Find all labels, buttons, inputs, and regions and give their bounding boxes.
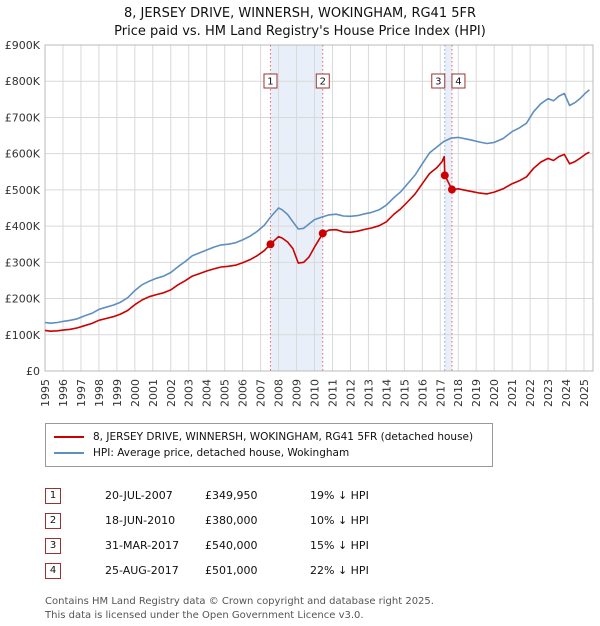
svg-text:2013: 2013 xyxy=(362,379,375,407)
svg-text:3: 3 xyxy=(435,77,441,88)
svg-text:£200K: £200K xyxy=(5,293,41,306)
table-row: 3 31-MAR-2017 £540,000 15% ↓ HPI xyxy=(45,533,600,558)
sale-hpi-delta: 10% ↓ HPI xyxy=(310,514,369,527)
svg-text:£400K: £400K xyxy=(5,220,41,233)
svg-text:£700K: £700K xyxy=(5,111,41,124)
svg-text:2016: 2016 xyxy=(416,379,429,407)
legend-label-hpi: HPI: Average price, detached house, Woki… xyxy=(93,447,350,459)
svg-text:2003: 2003 xyxy=(183,379,196,407)
sale-date: 20-JUL-2007 xyxy=(105,489,173,502)
svg-text:2009: 2009 xyxy=(291,379,304,407)
house-price-chart-page: 8, JERSEY DRIVE, WINNERSH, WOKINGHAM, RG… xyxy=(0,6,600,622)
svg-text:2012: 2012 xyxy=(344,379,357,407)
svg-text:1998: 1998 xyxy=(93,379,106,407)
svg-text:£600K: £600K xyxy=(5,148,41,161)
table-row: 2 18-JUN-2010 £380,000 10% ↓ HPI xyxy=(45,508,600,533)
licence-line: This data is licensed under the Open Gov… xyxy=(45,609,364,621)
property-line-swatch xyxy=(54,436,84,438)
svg-text:2002: 2002 xyxy=(165,379,178,407)
sale-date: 31-MAR-2017 xyxy=(105,539,180,552)
legend-label-property: 8, JERSEY DRIVE, WINNERSH, WOKINGHAM, RG… xyxy=(93,431,474,443)
table-row: 4 25-AUG-2017 £501,000 22% ↓ HPI xyxy=(45,558,600,583)
svg-text:£300K: £300K xyxy=(5,256,41,269)
price-history-chart: £0 £100K £200K £300K £400K £500K £600K £700K £80… xyxy=(5,39,594,407)
svg-text:2007: 2007 xyxy=(255,379,268,407)
chart-legend: 8, JERSEY DRIVE, WINNERSH, WOKINGHAM, RG… xyxy=(45,423,493,467)
page-subtitle: Price paid vs. HM Land Registry's House … xyxy=(114,24,486,39)
svg-text:2014: 2014 xyxy=(380,379,393,407)
legend-item-hpi: HPI: Average price, detached house, Woki… xyxy=(54,445,484,461)
svg-text:2006: 2006 xyxy=(237,379,250,407)
svg-text:1996: 1996 xyxy=(57,379,70,407)
sale-number-badge: 2 xyxy=(45,512,61,529)
svg-text:£500K: £500K xyxy=(5,184,41,197)
svg-text:2021: 2021 xyxy=(506,379,519,407)
sale-date: 25-AUG-2017 xyxy=(105,564,179,577)
copyright-line: Contains HM Land Registry data © Crown c… xyxy=(45,596,434,607)
legend-item-property: 8, JERSEY DRIVE, WINNERSH, WOKINGHAM, RG… xyxy=(54,429,484,445)
svg-text:1995: 1995 xyxy=(39,379,52,407)
svg-text:1999: 1999 xyxy=(111,379,124,407)
svg-text:£100K: £100K xyxy=(5,329,41,342)
sale-hpi-delta: 15% ↓ HPI xyxy=(310,539,369,552)
svg-text:2010: 2010 xyxy=(309,379,322,407)
svg-text:2020: 2020 xyxy=(488,379,501,407)
license-footer: Contains HM Land Registry data © Crown c… xyxy=(45,595,600,622)
svg-text:2015: 2015 xyxy=(398,379,411,407)
page-title: 8, JERSEY DRIVE, WINNERSH, WOKINGHAM, RG… xyxy=(123,6,477,21)
sale-price: £501,000 xyxy=(205,564,258,577)
table-row: 1 20-JUL-2007 £349,950 19% ↓ HPI xyxy=(45,483,600,508)
sale-hpi-delta: 22% ↓ HPI xyxy=(310,564,369,577)
svg-text:2018: 2018 xyxy=(452,379,465,407)
svg-text:2017: 2017 xyxy=(434,379,447,407)
sale-number-badge: 3 xyxy=(45,537,61,554)
svg-text:£800K: £800K xyxy=(5,75,41,88)
svg-text:2008: 2008 xyxy=(273,379,286,407)
svg-text:4: 4 xyxy=(455,77,461,88)
sale-price: £349,950 xyxy=(205,489,258,502)
svg-text:2011: 2011 xyxy=(326,379,339,407)
sale-price: £380,000 xyxy=(205,514,258,527)
svg-text:2001: 2001 xyxy=(147,379,160,407)
svg-text:2022: 2022 xyxy=(524,379,537,407)
hpi-line-swatch xyxy=(54,452,84,454)
svg-text:2024: 2024 xyxy=(560,379,573,407)
svg-text:£900K: £900K xyxy=(5,39,41,52)
svg-text:2: 2 xyxy=(320,77,326,88)
sale-number-badge: 1 xyxy=(45,487,61,504)
svg-text:2025: 2025 xyxy=(578,379,591,407)
svg-text:2005: 2005 xyxy=(219,379,232,407)
svg-text:1997: 1997 xyxy=(75,379,88,407)
svg-text:£0: £0 xyxy=(26,365,40,378)
svg-text:2000: 2000 xyxy=(129,379,142,407)
sale-price: £540,000 xyxy=(205,539,258,552)
sale-hpi-delta: 19% ↓ HPI xyxy=(310,489,369,502)
transactions-table: 1 20-JUL-2007 £349,950 19% ↓ HPI 2 18-JU… xyxy=(45,483,600,583)
svg-text:2023: 2023 xyxy=(542,379,555,407)
svg-text:2004: 2004 xyxy=(201,379,214,407)
sale-date: 18-JUN-2010 xyxy=(105,514,176,527)
svg-text:2019: 2019 xyxy=(470,379,483,407)
svg-text:1: 1 xyxy=(267,77,273,88)
sale-number-badge: 4 xyxy=(45,562,61,579)
